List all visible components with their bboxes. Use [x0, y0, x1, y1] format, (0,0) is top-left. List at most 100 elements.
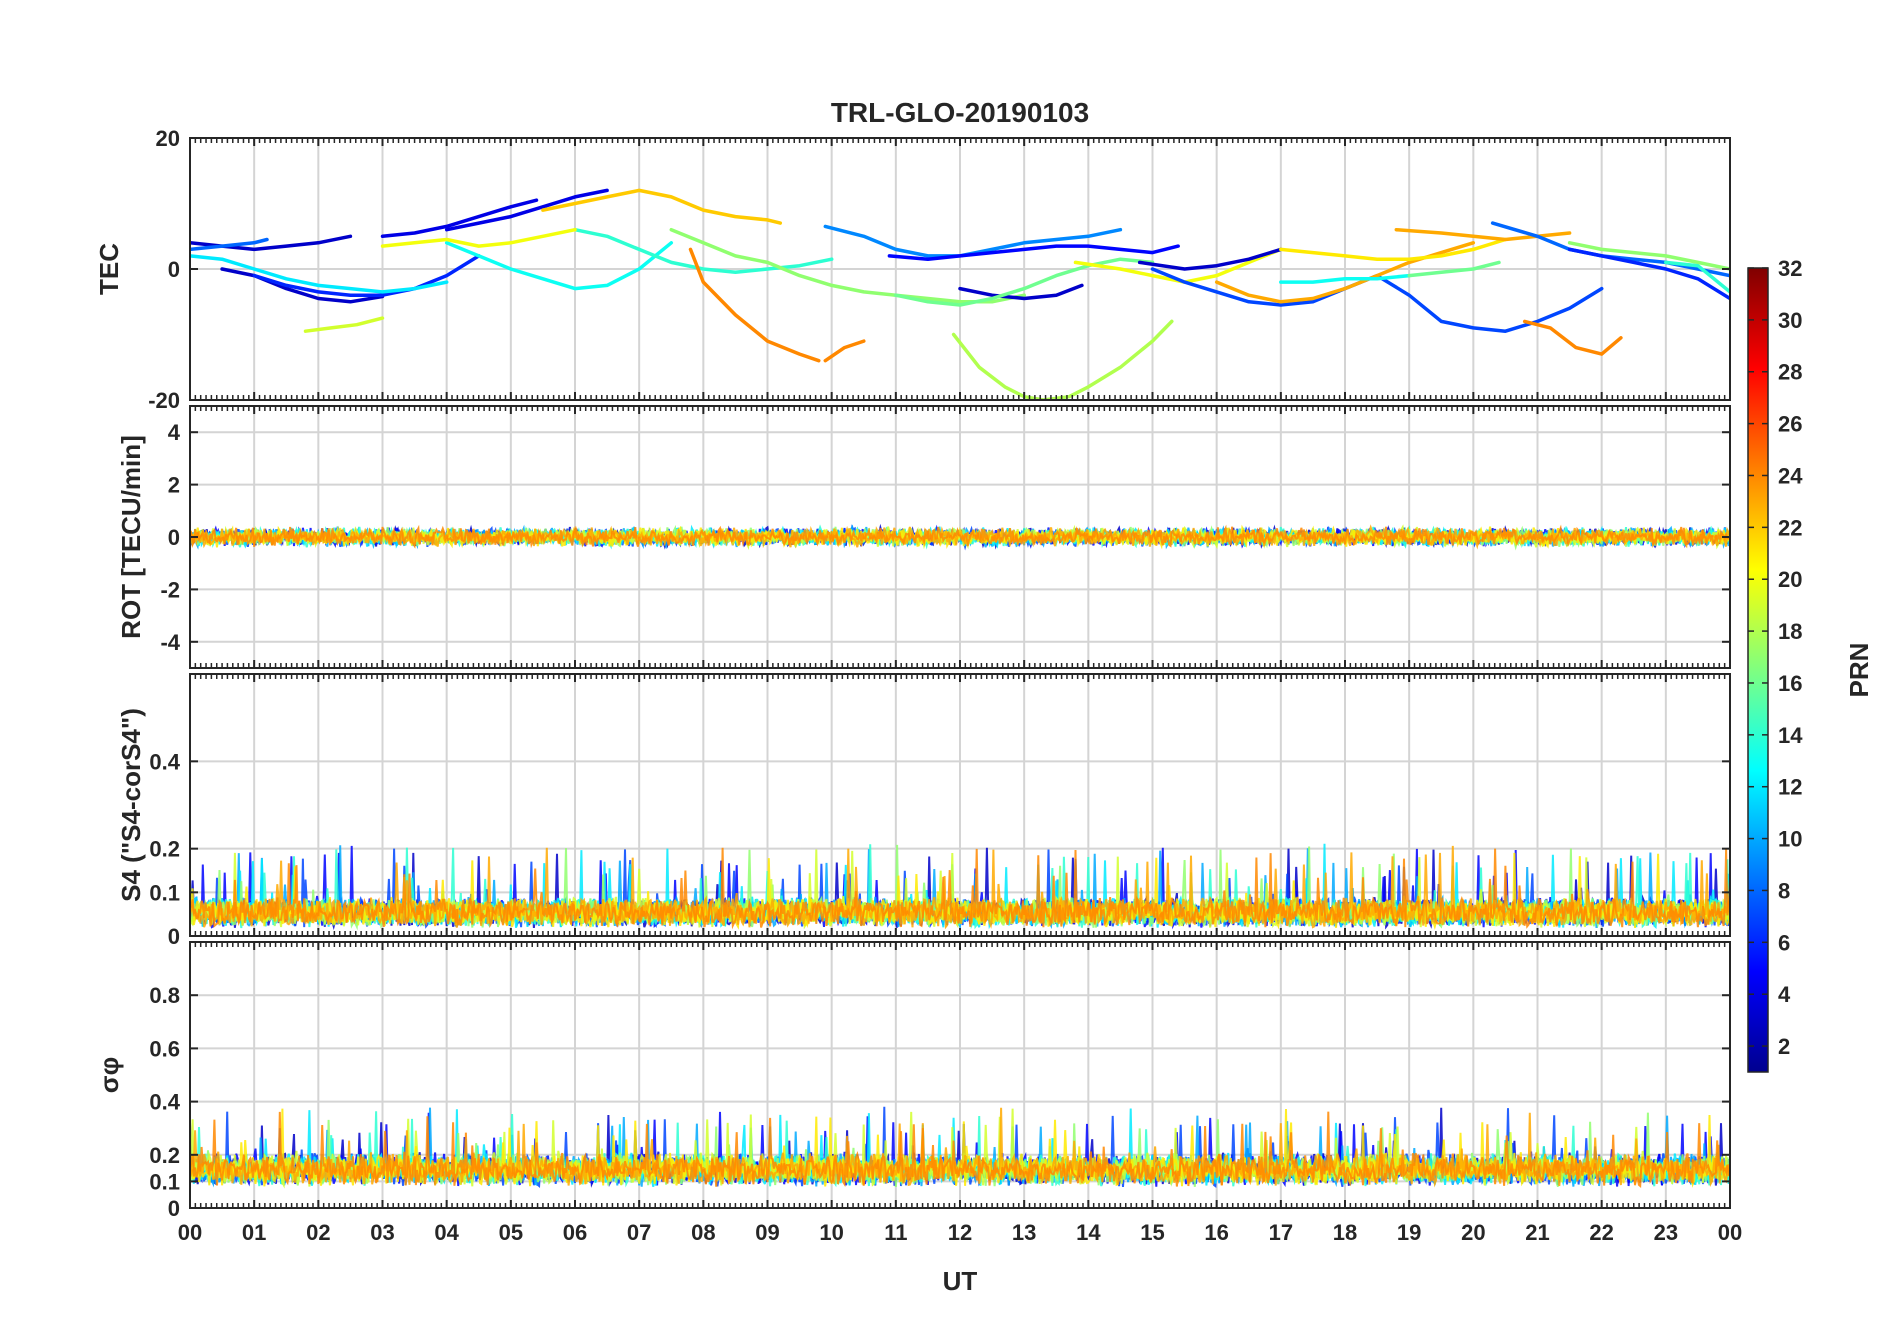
x-tick-label: 13 — [1012, 1220, 1036, 1245]
s4-series-trace — [190, 845, 1730, 930]
x-tick-label: 19 — [1397, 1220, 1421, 1245]
tec-series-line — [1073, 247, 1283, 284]
x-tick-label: 03 — [370, 1220, 394, 1245]
s4-ticks — [189, 674, 1731, 937]
x-tick-label: 08 — [691, 1220, 715, 1245]
tec-y-axis-label: TEC — [94, 243, 124, 295]
sigma-phi-y-tick-label: 0 — [168, 1196, 180, 1221]
colorbar-tick-label: 8 — [1778, 878, 1790, 903]
sigma-phi-y-tick-label: 0.6 — [149, 1036, 180, 1061]
rot-y-tick-label: 2 — [168, 473, 180, 498]
sigma-phi-series-group — [190, 1106, 1730, 1189]
rot-y-tick-labels: -4 -2 0 2 4 — [160, 420, 180, 655]
x-tick-label: 00 — [178, 1220, 202, 1245]
tec-series-line — [190, 237, 269, 252]
colorbar-label: PRN — [1844, 643, 1874, 698]
x-tick-label: 21 — [1525, 1220, 1549, 1245]
tec-series-line — [541, 188, 783, 225]
tec-series-line — [823, 339, 866, 363]
tec-grid — [189, 138, 1731, 400]
tec-series-line — [1394, 227, 1572, 242]
x-tick-label: 17 — [1269, 1220, 1293, 1245]
colorbar-tick-label: 30 — [1778, 308, 1802, 333]
s4-y-tick-label: 0.1 — [149, 880, 180, 905]
colorbar-tick-label: 26 — [1778, 412, 1802, 437]
x-tick-label: 16 — [1204, 1220, 1228, 1245]
colorbar-tick-label: 6 — [1778, 930, 1790, 955]
rot-y-tick-label: -4 — [160, 630, 180, 655]
rot-series-trace — [190, 524, 1730, 549]
sigma-phi-panel: 00.10.2 0.4 0.6 0.8 σφ — [94, 941, 1731, 1221]
s4-y-tick-label: 0.4 — [149, 749, 180, 774]
x-tick-label: 07 — [627, 1220, 651, 1245]
tec-y-tick-label: 0 — [168, 257, 180, 282]
x-tick-label: 22 — [1589, 1220, 1613, 1245]
colorbar-tick-label: 22 — [1778, 515, 1802, 540]
x-tick-label: 04 — [434, 1220, 459, 1245]
colorbar-gradient — [1747, 267, 1769, 1073]
s4-y-tick-label: 0.2 — [149, 837, 180, 862]
tec-series-line — [1567, 241, 1730, 271]
x-tick-label: 14 — [1076, 1220, 1101, 1245]
x-tick-label: 23 — [1654, 1220, 1678, 1245]
tec-series-line — [894, 257, 1155, 307]
tec-series-line — [958, 283, 1084, 301]
tec-series-line — [823, 224, 1123, 258]
s4-series-group — [190, 843, 1730, 931]
x-tick-label: 05 — [499, 1220, 523, 1245]
tec-series-line — [303, 316, 385, 333]
tec-series-line — [1407, 260, 1501, 278]
tec-series-line — [669, 227, 1026, 304]
tec-y-tick-labels: -20 0 20 — [148, 126, 180, 413]
sigma-phi-y-tick-label: 0.1 — [149, 1169, 180, 1194]
tec-ticks — [189, 137, 1731, 401]
colorbar-tick-label: 10 — [1778, 827, 1802, 852]
rot-ticks — [189, 406, 1731, 668]
tec-series-line — [380, 198, 539, 239]
rot-y-tick-label: -2 — [160, 577, 180, 602]
x-tick-label: 06 — [563, 1220, 587, 1245]
rot-y-tick-label: 0 — [168, 525, 180, 550]
tec-series-line — [951, 319, 1174, 400]
s4-series-trace — [190, 847, 1730, 930]
s4-y-tick-label: 0 — [168, 924, 180, 949]
tec-series-line — [444, 188, 609, 232]
x-tick-label: 09 — [755, 1220, 779, 1245]
rot-y-tick-label: 4 — [168, 420, 181, 445]
colorbar-tick-label: 14 — [1778, 723, 1803, 748]
tec-series-line — [1279, 237, 1508, 261]
x-tick-label: 10 — [819, 1220, 843, 1245]
colorbar-tick-label: 24 — [1778, 463, 1803, 488]
colorbar-tick-label: 12 — [1778, 775, 1802, 800]
sigma-phi-series-trace — [190, 1107, 1730, 1188]
x-tick-label: 02 — [306, 1220, 330, 1245]
x-tick-label: 11 — [884, 1220, 907, 1245]
tec-series-line — [252, 254, 481, 297]
sigma-phi-ticks — [189, 942, 1731, 1209]
s4-y-tick-labels: 0 0.1 0.2 0.4 — [149, 749, 180, 949]
tec-series-line — [1522, 319, 1623, 356]
tec-series-line — [1137, 247, 1283, 271]
x-tick-label: 01 — [242, 1220, 266, 1245]
rot-series-group — [190, 523, 1730, 551]
s4-panel: 0 0.1 0.2 0.4 S4 ("S4-corS4") — [116, 673, 1731, 949]
x-tick-label: 18 — [1333, 1220, 1357, 1245]
sigma-phi-y-tick-label: 0.4 — [149, 1090, 180, 1115]
tec-series-line — [380, 227, 577, 248]
colorbar-tick-label: 20 — [1778, 567, 1802, 592]
chart-title: TRL-GLO-20190103 — [831, 97, 1089, 128]
colorbar-tick-label: 28 — [1778, 360, 1802, 385]
tec-series-line — [887, 244, 1180, 261]
s4-y-axis-label: S4 ("S4-corS4") — [116, 708, 146, 902]
tec-series-line — [1279, 273, 1411, 284]
x-tick-label: 12 — [948, 1220, 972, 1245]
colorbar-tick-label: 2 — [1778, 1034, 1790, 1059]
sigma-phi-y-tick-label: 0.2 — [149, 1143, 180, 1168]
tec-panel: -20 0 20 TEC — [94, 126, 1731, 413]
x-tick-label: 20 — [1461, 1220, 1485, 1245]
x-tick-labels: 00 01 02 03 04 05 06 07 08 09 10 11 12 13 14 15 16 17 18 19… — [178, 1220, 1742, 1245]
rot-y-axis-label: ROT [TECU/min] — [116, 435, 146, 639]
